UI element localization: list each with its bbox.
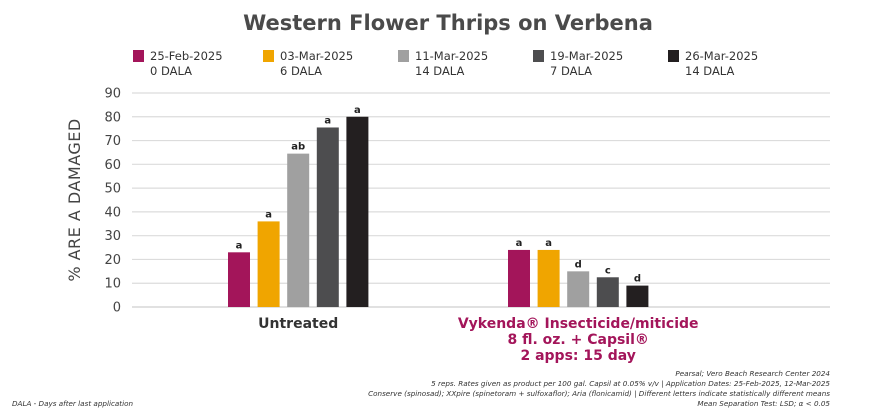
significance-letter: c	[605, 265, 611, 276]
significance-letter: a	[354, 105, 361, 116]
legend-swatch	[668, 50, 679, 62]
bar	[257, 221, 280, 307]
footnote-line: Conserve (spinosad); XXpire (spinetoram …	[368, 389, 830, 398]
significance-letter: ab	[291, 142, 305, 153]
bar	[228, 252, 250, 307]
legend-label: 25-Feb-2025	[150, 49, 223, 63]
legend-sublabel: 0 DALA	[150, 64, 192, 78]
legend-label: 26-Mar-2025	[685, 49, 758, 63]
legend-sublabel: 14 DALA	[415, 64, 464, 78]
legend-swatch	[533, 50, 544, 62]
legend-swatch	[263, 50, 274, 62]
y-tick-label: 0	[113, 301, 121, 316]
legend-sublabel: 6 DALA	[280, 64, 322, 78]
y-axis-ticks: 0 10 20 30 40 50 60 70 80 90	[104, 87, 121, 316]
legend-sublabel: 7 DALA	[550, 64, 592, 78]
significance-letter: a	[545, 238, 552, 249]
bar	[626, 285, 649, 307]
category-label: Untreated	[258, 316, 338, 332]
category-label: Vykenda® Insecticide/miticide	[458, 316, 699, 332]
legend-label: 11-Mar-2025	[415, 49, 488, 63]
y-tick-label: 90	[104, 87, 121, 102]
footnote-line: Pearsal; Vero Beach Research Center 2024	[675, 369, 830, 378]
bar	[567, 271, 590, 307]
legend-label: 19-Mar-2025	[550, 49, 623, 63]
y-tick-label: 80	[104, 110, 121, 125]
y-tick-label: 20	[104, 253, 121, 268]
category-labels: Untreated Vykenda® Insecticide/miticide8 …	[258, 316, 698, 364]
y-tick-label: 50	[104, 182, 121, 197]
legend-label: 03-Mar-2025	[280, 49, 353, 63]
bars: a a a a ab d a c a d	[228, 105, 649, 308]
bar	[316, 127, 339, 307]
significance-letter: d	[634, 274, 641, 285]
bar	[596, 277, 619, 307]
bar	[508, 249, 530, 307]
significance-letter: a	[236, 240, 243, 251]
footnote-line: 5 reps. Rates given as product per 100 g…	[431, 379, 830, 388]
legend-sublabel: 14 DALA	[685, 64, 734, 78]
significance-letter: a	[265, 209, 272, 220]
footnotes: Pearsal; Vero Beach Research Center 2024…	[368, 369, 830, 408]
y-tick-label: 40	[104, 205, 121, 220]
significance-letter: a	[516, 238, 523, 249]
y-tick-label: 30	[104, 229, 121, 244]
category-label: 8 fl. oz. + Capsil®	[507, 332, 648, 348]
footnote-line: Mean Separation Test: LSD; α < 0.05	[697, 399, 830, 408]
y-tick-label: 60	[104, 158, 121, 173]
significance-letter: a	[324, 115, 331, 126]
category-label: 2 apps: 15 day	[520, 348, 635, 364]
bar	[346, 116, 369, 308]
chart-title: Western Flower Thrips on Verbena	[243, 11, 653, 35]
dala-note: DALA - Days after last application	[12, 399, 134, 408]
y-axis-label: % ARE A DAMAGED	[65, 118, 84, 281]
bar	[287, 153, 310, 307]
legend-swatch	[133, 50, 144, 62]
y-tick-label: 70	[104, 134, 121, 149]
y-tick-label: 10	[104, 277, 121, 292]
significance-letter: d	[575, 259, 582, 270]
bar	[537, 249, 560, 307]
legend-swatch	[398, 50, 409, 62]
